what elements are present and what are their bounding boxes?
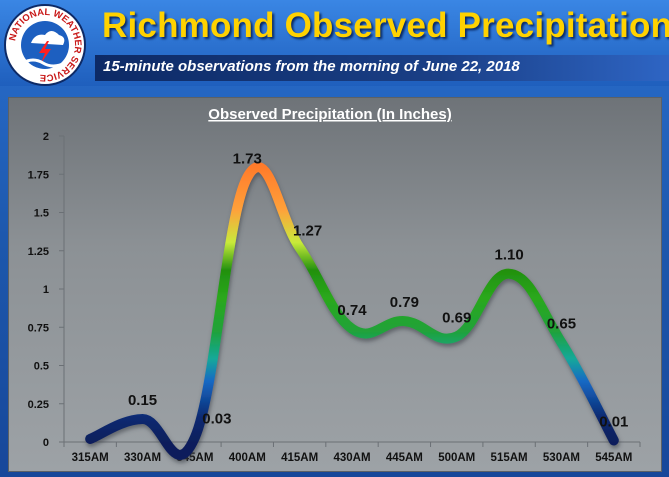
x-tick-label: 400AM — [229, 452, 266, 464]
y-tick-label: 1 — [43, 284, 49, 296]
chart-title: Observed Precipitation (In Inches) — [208, 106, 451, 123]
x-tick-label: 330AM — [124, 452, 161, 464]
data-label: 0.01 — [599, 413, 628, 430]
x-tick-label: 445AM — [386, 452, 423, 464]
x-tick-label: 530AM — [543, 452, 580, 464]
x-tick-label: 500AM — [438, 452, 475, 464]
y-tick-label: 1.5 — [34, 208, 49, 220]
x-tick-label: 430AM — [333, 452, 370, 464]
y-tick-label: 0.25 — [28, 399, 49, 411]
data-label: 0.65 — [547, 316, 576, 333]
data-label: 1.73 — [233, 150, 262, 167]
data-label: 1.27 — [293, 223, 322, 240]
precipitation-chart: Observed Precipitation (In Inches) 0 0.25… — [28, 106, 641, 464]
y-tick-label: 1.25 — [28, 246, 49, 258]
data-label: 0.03 — [202, 410, 231, 427]
data-label: 0.79 — [390, 294, 419, 311]
data-label: 1.10 — [494, 247, 523, 264]
precipitation-line — [85, 162, 619, 460]
x-tick-label: 415AM — [281, 452, 318, 464]
x-tick-label: 515AM — [491, 452, 528, 464]
y-tick-label: 0.5 — [34, 361, 49, 373]
y-tick-label: 1.75 — [28, 169, 49, 181]
page-title: Richmond Observed Precipitation — [102, 6, 669, 45]
data-label: 0.15 — [128, 392, 157, 409]
data-label: 0.69 — [442, 309, 471, 326]
nws-logo-icon: NATIONAL WEATHER SERVICE — [4, 4, 86, 86]
y-tick-label: 2 — [43, 131, 49, 143]
page-subtitle: 15-minute observations from the morning … — [103, 58, 520, 75]
x-tick-label: 545AM — [595, 452, 632, 464]
chart-panel: Observed Precipitation (In Inches) 0 0.25… — [8, 97, 662, 472]
subtitle-bar — [95, 55, 669, 81]
y-tick-label: 0 — [43, 437, 49, 449]
data-label: 0.74 — [337, 302, 367, 319]
x-tick-label: 315AM — [72, 452, 109, 464]
y-tick-label: 0.75 — [28, 322, 49, 334]
